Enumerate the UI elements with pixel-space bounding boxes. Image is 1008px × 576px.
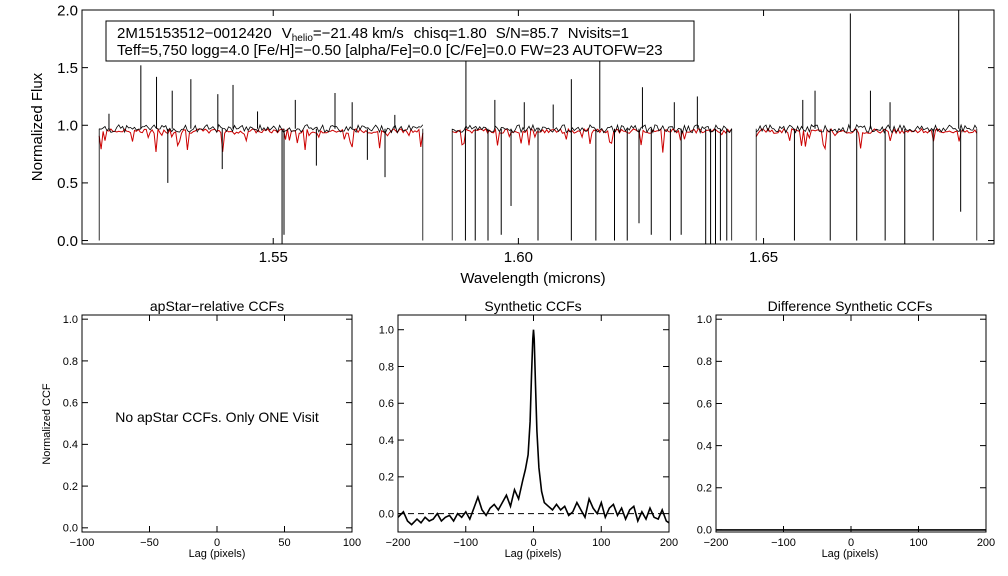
apstar-ccf-panel: apStar−relative CCFs −100 −50 0 50 100 0.0 0.2… (41, 298, 361, 560)
synthetic-ccf-ytick-label: 0.6 (379, 398, 394, 410)
spectrum-ticks: 1.55 1.60 1.65 0.0 0.5 1.0 1.5 2.0 (57, 2, 994, 266)
difference-ccf-ytick-label: 0.8 (697, 356, 712, 368)
observed-spectrum-chip-2 (451, 123, 733, 241)
spectrum-ytick-label: 1.0 (57, 118, 78, 135)
synthetic-ccf-xlabel: Lag (pixels) (505, 548, 562, 560)
synthetic-ccf-title: Synthetic CCFs (484, 298, 581, 314)
spectrum-xtick-label: 1.65 (749, 249, 778, 266)
difference-ccf-title: Difference Synthetic CCFs (768, 298, 933, 314)
synthetic-ccf-ytick-label: 0.0 (379, 508, 394, 520)
difference-ccf-axes-frame (715, 314, 987, 533)
apstar-ccf-xtick-label: 100 (343, 537, 361, 549)
difference-ccf-ticks: −200 −100 0 100 200 0.0 0.2 0.4 0.6 0.8 1.0 (697, 314, 995, 549)
spectrum-ytick-label: 2.0 (57, 2, 78, 19)
apstar-ccf-ytick-label: 1.0 (63, 314, 78, 326)
apstar-ccf-xtick-label: 0 (214, 537, 220, 549)
spectrum-ylabel: Normalized Flux (29, 72, 46, 181)
apstar-ccf-ytick-label: 0.8 (63, 356, 78, 368)
difference-ccf-panel: Difference Synthetic CCFs −200 −100 0 100 20… (697, 298, 995, 560)
spectrum-ytick-label: 0.5 (57, 175, 78, 192)
apstar-ccf-xtick-label: −100 (70, 537, 95, 549)
spectrum-axes-frame (81, 9, 995, 245)
spectrum-data (98, 10, 978, 244)
synthetic-ccf-xtick-label: 200 (660, 537, 678, 549)
info-box (105, 20, 695, 62)
difference-ccf-ytick-label: 0.2 (697, 483, 712, 495)
synthetic-ccf-ytick-label: 0.2 (379, 472, 394, 484)
synthetic-ccf-axes-frame (397, 314, 670, 533)
difference-ccf-ytick-label: 1.0 (697, 314, 712, 326)
ccf-ylabel: Normalized CCF (41, 383, 53, 465)
synthetic-ccf-ticks: −200 −100 0 100 200 0.0 0.2 0.4 0.6 0.8 1.0 (379, 315, 678, 549)
apstar-ccf-ytick-label: 0.6 (63, 397, 78, 409)
synthetic-ccf-xtick-label: −200 (386, 537, 411, 549)
apstar-ccf-xtick-label: −50 (140, 537, 159, 549)
apstar-ccf-ticks: −100 −50 0 50 100 0.0 0.2 0.4 0.6 0.8 1.0 (63, 314, 361, 549)
difference-ccf-ytick-label: 0.0 (697, 525, 712, 537)
spectrum-xtick-label: 1.60 (504, 249, 533, 266)
difference-ccf-ytick-label: 0.6 (697, 398, 712, 410)
difference-ccf-xtick-label: −200 (704, 537, 729, 549)
spectrum-ytick-label: 0.0 (57, 233, 78, 250)
difference-ccf-ytick-label: 0.4 (697, 440, 712, 452)
synthetic-ccf-xtick-label: 100 (592, 537, 610, 549)
spectrum-ytick-label: 1.5 (57, 60, 78, 77)
observed-spectrum-chip-1 (98, 123, 424, 241)
spectrum-xtick-label: 1.55 (259, 249, 288, 266)
difference-ccf-xlabel: Lag (pixels) (822, 548, 879, 560)
synthetic-ccf-ytick-label: 0.8 (379, 361, 394, 373)
observed-spectrum-chip-3 (755, 123, 978, 241)
difference-ccf-xtick-label: −100 (771, 537, 796, 549)
difference-ccf-xtick-label: 200 (977, 537, 995, 549)
synthetic-ccf-xtick-label: 0 (530, 537, 536, 549)
info-line-1: 2M15153512−0012420 Vhelio=−21.48 km/s chis… (117, 25, 629, 44)
apstar-ccf-title: apStar−relative CCFs (150, 298, 284, 314)
model-spectrum-chip-3 (755, 127, 978, 151)
difference-ccf-xtick-label: 0 (848, 537, 854, 549)
apstar-ccf-ytick-label: 0.0 (63, 523, 78, 535)
info-line-2: Teff=5,750 logg=4.0 [Fe/H]=−0.50 [alpha/… (117, 42, 663, 59)
apstar-ccf-xtick-label: 50 (278, 537, 290, 549)
spectrum-panel: 1.55 1.60 1.65 0.0 0.5 1.0 1.5 2.0 2M15153512−0… (29, 2, 995, 287)
apstar-ccf-message: No apStar CCFs. Only ONE Visit (115, 409, 319, 425)
model-spectrum-chip-1 (98, 127, 424, 152)
spectrum-xlabel: Wavelength (microns) (460, 270, 605, 287)
apstar-ccf-xlabel: Lag (pixels) (189, 548, 246, 560)
apstar-ccf-ytick-label: 0.4 (63, 439, 78, 451)
synthetic-ccf-ytick-label: 0.4 (379, 435, 394, 447)
synthetic-ccf-ytick-label: 1.0 (379, 325, 394, 337)
synthetic-ccf-xtick-label: −100 (453, 537, 478, 549)
model-spectrum-chip-2 (452, 127, 733, 153)
synthetic-ccf-data (397, 329, 670, 526)
difference-ccf-xtick-label: 100 (909, 537, 927, 549)
apstar-ccf-ytick-label: 0.2 (63, 481, 78, 493)
synthetic-ccf-line (397, 329, 670, 526)
synthetic-ccf-panel: Synthetic CCFs −200 −100 0 100 200 0.0 0.2 0.4 0… (379, 298, 678, 560)
